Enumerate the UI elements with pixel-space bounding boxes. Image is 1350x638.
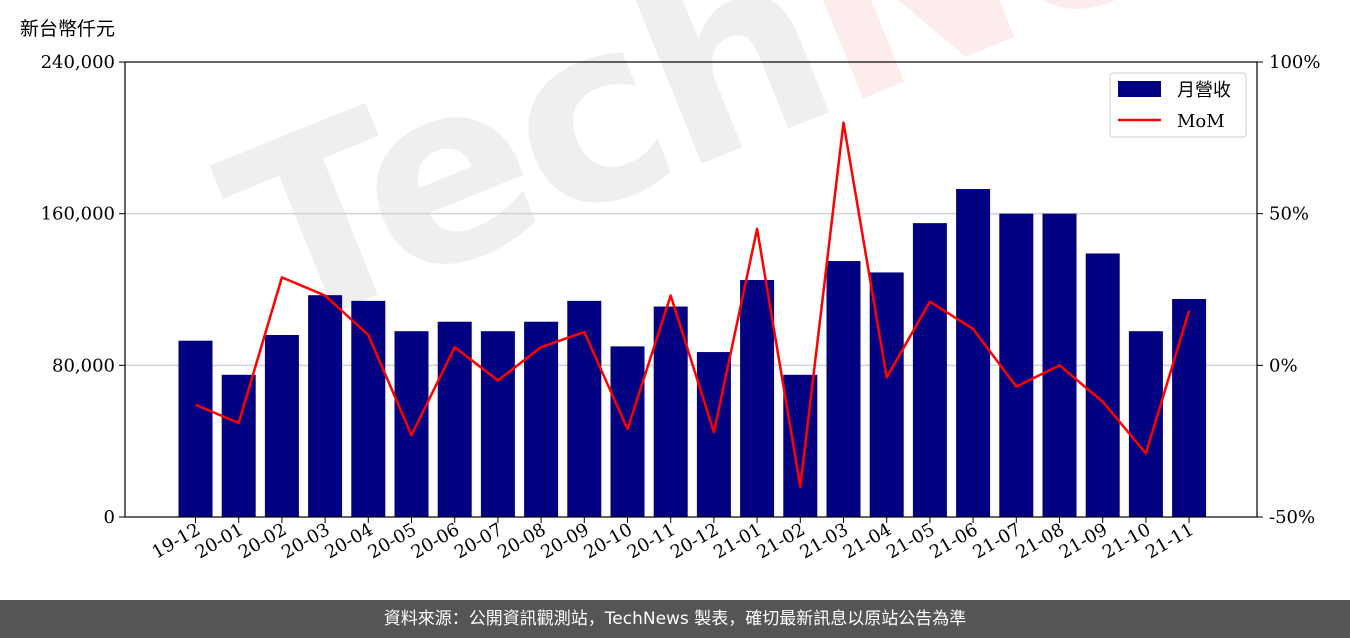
x-tick-label: 21-08 (1013, 519, 1068, 563)
x-tick-label: 21-07 (969, 519, 1024, 563)
bar-20-05 (394, 331, 429, 517)
x-tick-label: 20-02 (235, 519, 290, 563)
bar-20-07 (480, 331, 515, 517)
x-tick-label: 19-12 (149, 519, 204, 563)
x-tick-label: 20-07 (451, 519, 506, 563)
legend-label-mom: MoM (1177, 111, 1225, 132)
bar-20-11 (653, 306, 688, 517)
bar-21-11 (1172, 298, 1207, 517)
bar-20-02 (264, 335, 299, 517)
bar-21-03 (826, 261, 861, 517)
left-tick-label: 80,000 (52, 355, 115, 376)
left-tick-label: 0 (104, 507, 115, 528)
x-tick-label: 20-10 (581, 519, 636, 563)
x-tick-label: 20-04 (321, 519, 376, 563)
chart-area: TechNews 080,000160,000240,000-50%0%50%1… (20, 0, 1350, 563)
source-footer: 資料來源：公開資訊觀測站，TechNews 製表，確切最新訊息以原站公告為準 (0, 600, 1350, 638)
right-tick-label: -50% (1269, 507, 1315, 528)
x-tick-label: 21-03 (797, 519, 852, 563)
x-tick-label: 20-05 (365, 519, 420, 563)
x-tick-label: 20-08 (494, 519, 549, 563)
bar-21-05 (912, 223, 947, 518)
x-tick-label: 21-09 (1056, 519, 1111, 563)
mom-line (195, 121, 1191, 488)
x-tick-label: 21-01 (710, 519, 765, 563)
revenue-chart: 080,000160,000240,000-50%0%50%100%19-122… (41, 52, 1321, 563)
plot-frame (124, 61, 1258, 518)
bar-20-06 (437, 321, 472, 517)
x-tick-label: 21-06 (926, 519, 981, 563)
x-tick-label: 20-12 (667, 519, 722, 563)
right-tick-label: 100% (1269, 52, 1320, 73)
bar-19-12 (178, 340, 213, 517)
x-tick-label: 20-09 (537, 519, 592, 563)
bar-20-01 (221, 374, 256, 517)
x-tick-label: 21-11 (1142, 519, 1197, 563)
legend-label-revenue: 月營收 (1177, 80, 1231, 101)
right-tick-label: 0% (1269, 355, 1298, 376)
unit-label: 新台幣仟元 (20, 18, 116, 40)
x-tick-label: 20-01 (192, 519, 247, 563)
x-tick-label: 20-11 (624, 519, 679, 563)
x-tick-label: 21-05 (883, 519, 938, 563)
right-tick-label: 50% (1269, 204, 1309, 225)
bar-21-09 (1085, 253, 1120, 517)
bar-21-10 (1128, 331, 1163, 517)
bar-20-10 (610, 346, 645, 517)
bar-21-01 (740, 280, 775, 517)
bar-20-08 (524, 321, 559, 517)
bar-20-03 (308, 295, 343, 517)
x-tick-label: 20-03 (278, 519, 333, 563)
bar-21-07 (999, 213, 1034, 517)
left-tick-label: 160,000 (41, 204, 115, 225)
left-tick-label: 240,000 (41, 52, 115, 73)
legend-swatch-bar (1118, 81, 1161, 97)
bar-20-04 (351, 300, 386, 517)
x-tick-label: 21-04 (840, 519, 895, 563)
x-tick-label: 21-10 (1099, 519, 1154, 563)
x-tick-label: 21-02 (753, 519, 808, 563)
bar-21-06 (956, 189, 991, 518)
x-tick-label: 20-06 (408, 519, 463, 563)
